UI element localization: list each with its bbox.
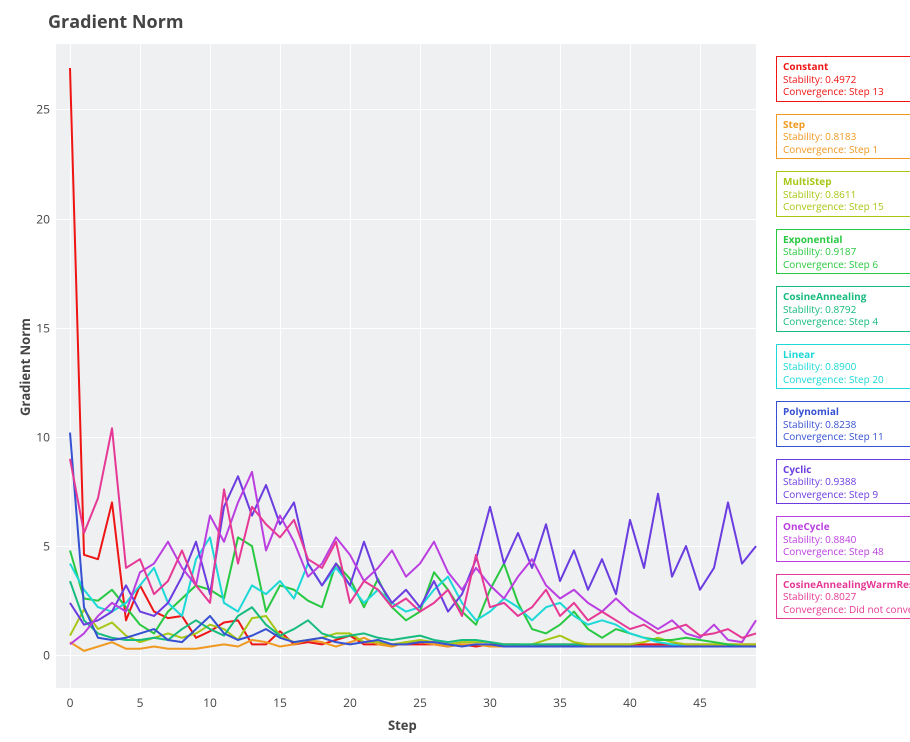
- series-constant[interactable]: [70, 68, 756, 647]
- y-tick-label: 10: [26, 428, 50, 445]
- legend-stability: Stability: 0.8027: [783, 590, 910, 603]
- legend-convergence: Convergence: Step 20: [783, 373, 910, 386]
- legend-name: Constant: [783, 60, 910, 73]
- legend-convergence: Convergence: Step 15: [783, 200, 910, 213]
- x-tick-label: 30: [483, 694, 497, 711]
- x-tick-label: 10: [203, 694, 217, 711]
- legend-item-multistep[interactable]: MultiStepStability: 0.8611Convergence: S…: [776, 171, 910, 217]
- legend-convergence: Convergence: Did not converge: [783, 603, 910, 616]
- legend-item-cosineannealing[interactable]: CosineAnnealingStability: 0.8792Converge…: [776, 286, 910, 332]
- legend-stability: Stability: 0.8900: [783, 360, 910, 373]
- legend-item-cyclic[interactable]: CyclicStability: 0.9388Convergence: Step…: [776, 459, 910, 505]
- y-tick-label: 0: [26, 647, 50, 664]
- legend-convergence: Convergence: Step 48: [783, 545, 910, 558]
- y-tick-label: 20: [26, 210, 50, 227]
- x-axis-label: Step: [388, 716, 417, 734]
- y-axis-label: Gradient Norm: [16, 318, 34, 416]
- lines-layer: [56, 44, 756, 688]
- series-polynomial[interactable]: [70, 433, 756, 647]
- legend-convergence: Convergence: Step 1: [783, 143, 910, 156]
- x-tick-label: 15: [273, 694, 287, 711]
- legend-name: Polynomial: [783, 405, 910, 418]
- legend-stability: Stability: 0.8183: [783, 130, 910, 143]
- legend-convergence: Convergence: Step 11: [783, 430, 910, 443]
- legend-convergence: Convergence: Step 4: [783, 315, 910, 328]
- legend-stability: Stability: 0.9388: [783, 475, 910, 488]
- legend: ConstantStability: 0.4972Convergence: St…: [776, 56, 910, 631]
- x-tick-label: 5: [137, 694, 144, 711]
- legend-item-linear[interactable]: LinearStability: 0.8900Convergence: Step…: [776, 344, 910, 390]
- x-tick-label: 45: [693, 694, 707, 711]
- legend-item-polynomial[interactable]: PolynomialStability: 0.8238Convergence: …: [776, 401, 910, 447]
- x-tick-label: 25: [413, 694, 427, 711]
- series-onecycle[interactable]: [70, 472, 756, 644]
- legend-item-exponential[interactable]: ExponentialStability: 0.9187Convergence:…: [776, 229, 910, 275]
- legend-item-constant[interactable]: ConstantStability: 0.4972Convergence: St…: [776, 56, 910, 102]
- legend-name: OneCycle: [783, 520, 910, 533]
- legend-convergence: Convergence: Step 6: [783, 258, 910, 271]
- x-tick-label: 35: [553, 694, 567, 711]
- legend-convergence: Convergence: Step 9: [783, 488, 910, 501]
- gradient-norm-chart: Gradient Norm 05101520253035404505101520…: [0, 0, 910, 742]
- x-tick-label: 40: [623, 694, 637, 711]
- y-tick-label: 5: [26, 538, 50, 555]
- series-cosineannealing[interactable]: [70, 581, 756, 646]
- legend-item-step[interactable]: StepStability: 0.8183Convergence: Step 1: [776, 114, 910, 160]
- legend-item-cosineannealingwarmrestarts[interactable]: CosineAnnealingWarmRestartsStability: 0.…: [776, 574, 910, 620]
- x-tick-label: 20: [343, 694, 357, 711]
- legend-name: CosineAnnealing: [783, 290, 910, 303]
- x-tick-label: 0: [67, 694, 74, 711]
- legend-convergence: Convergence: Step 13: [783, 85, 910, 98]
- legend-item-onecycle[interactable]: OneCycleStability: 0.8840Convergence: St…: [776, 516, 910, 562]
- y-tick-label: 25: [26, 101, 50, 118]
- legend-name: MultiStep: [783, 175, 910, 188]
- legend-stability: Stability: 0.9187: [783, 245, 910, 258]
- chart-title: Gradient Norm: [48, 10, 184, 34]
